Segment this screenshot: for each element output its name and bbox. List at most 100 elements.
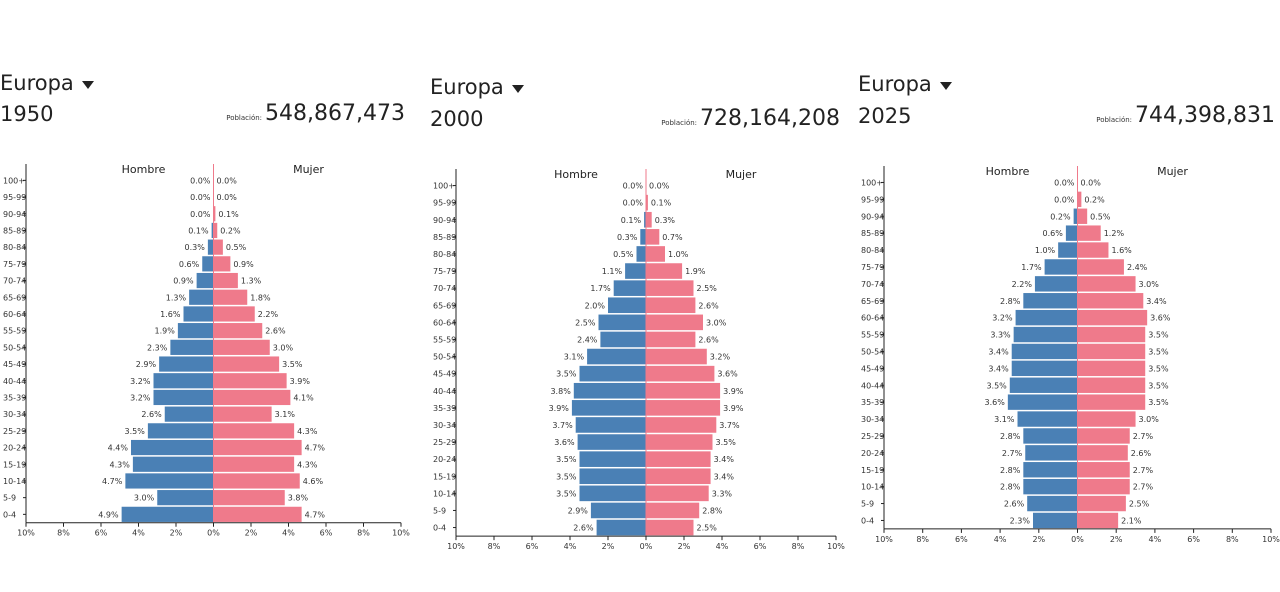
female-bar — [213, 490, 285, 506]
female-value-label: 0.5% — [226, 243, 247, 252]
male-bar — [1015, 309, 1078, 326]
male-value-label: 0.5% — [613, 250, 634, 259]
female-value-label: 3.4% — [1146, 297, 1167, 306]
female-value-label: 4.7% — [305, 444, 326, 453]
male-bar — [207, 239, 214, 255]
age-tick-label: 50-54 — [433, 353, 456, 362]
female-bar — [646, 229, 660, 245]
female-bar — [646, 468, 711, 485]
x-tick-label: 10% — [827, 542, 845, 551]
male-value-label: 0.0% — [190, 210, 211, 219]
x-tick-label: 0% — [207, 529, 220, 538]
male-bar — [598, 314, 646, 331]
x-tick-label: 8% — [488, 542, 501, 551]
female-bar — [213, 456, 295, 472]
age-tick-label: 70-74 — [433, 284, 456, 293]
female-bar — [646, 417, 717, 433]
male-value-label: 3.5% — [125, 427, 146, 436]
age-tick-label: 30-34 — [3, 410, 26, 419]
male-value-label: 2.6% — [141, 410, 162, 419]
age-tick-label: 5-9 — [3, 494, 16, 503]
age-tick-label: 55-59 — [433, 335, 456, 344]
female-value-label: 2.7% — [1133, 466, 1154, 475]
population-label: Población: — [1096, 116, 1133, 124]
male-bar — [640, 229, 646, 245]
male-value-label: 2.5% — [575, 318, 596, 327]
male-value-label: 4.3% — [110, 460, 131, 469]
female-bar — [646, 297, 696, 314]
caret-down-icon[interactable] — [939, 81, 952, 90]
female-bar — [1077, 242, 1109, 258]
male-bar — [579, 451, 646, 467]
male-bar — [596, 519, 646, 536]
region-dropdown[interactable]: Europa — [430, 75, 524, 99]
male-bar — [575, 417, 646, 433]
female-value-label: 0.1% — [651, 199, 672, 208]
female-bar — [646, 502, 700, 519]
female-value-label: 3.5% — [716, 438, 737, 447]
female-value-label: 1.6% — [1111, 246, 1132, 255]
female-value-label: 0.5% — [1090, 212, 1111, 221]
population-value: 744,398,831 — [1135, 103, 1275, 128]
age-tick-label: 75-79 — [3, 260, 26, 269]
female-value-label: 2.6% — [265, 327, 286, 336]
age-tick-label: 25-29 — [433, 438, 456, 447]
female-bar — [646, 211, 652, 228]
male-bar — [608, 297, 646, 314]
male-value-label: 0.2% — [1050, 212, 1071, 221]
male-value-label: 1.7% — [590, 284, 611, 293]
male-bar — [590, 502, 646, 519]
age-tick-label: 15-19 — [433, 472, 456, 481]
male-value-label: 0.0% — [1054, 178, 1075, 187]
male-value-label: 0.6% — [179, 260, 200, 269]
male-value-label: 3.6% — [985, 398, 1006, 407]
caret-down-icon[interactable] — [81, 80, 94, 89]
age-tick-label: 40-44 — [861, 381, 884, 390]
region-dropdown[interactable]: Europa — [0, 71, 94, 95]
male-bar — [202, 256, 214, 272]
region-dropdown[interactable]: Europa — [858, 72, 952, 96]
male-bar — [1025, 445, 1078, 461]
age-tick-label: 85-89 — [433, 233, 456, 242]
female-value-label: 0.9% — [233, 260, 254, 269]
female-bar — [213, 473, 300, 489]
male-bar — [1007, 394, 1078, 410]
male-value-label: 1.7% — [1021, 263, 1042, 272]
male-value-label: 2.6% — [573, 524, 594, 533]
pyramid-panel-1950: Europa 1950 Población: 548,867,473 0-4 5-… — [0, 0, 410, 592]
age-tick-label: 100+ — [3, 176, 25, 185]
female-bar — [646, 263, 683, 279]
age-tick-label: 45-49 — [3, 360, 26, 369]
population-total: Población: 744,398,831 — [1096, 103, 1275, 128]
age-tick-label: 30-34 — [433, 421, 456, 430]
female-value-label: 3.6% — [717, 370, 738, 379]
female-value-label: 4.6% — [303, 477, 324, 486]
male-bar — [1065, 225, 1078, 241]
male-bar — [644, 211, 646, 228]
female-bar — [213, 373, 287, 389]
male-value-label: 4.9% — [98, 510, 119, 519]
male-value-label: 4.4% — [108, 444, 129, 453]
legend-female-label: Mujer — [293, 163, 324, 176]
age-tick-label: 0-4 — [3, 510, 16, 519]
male-value-label: 2.8% — [1000, 483, 1021, 492]
male-value-label: 4.7% — [102, 477, 123, 486]
age-tick-label: 15-19 — [861, 466, 884, 475]
population-value: 548,867,473 — [265, 101, 405, 126]
legend-female-label: Mujer — [1157, 165, 1188, 178]
x-tick-label: 8% — [792, 542, 805, 551]
age-tick-label: 70-74 — [3, 277, 26, 286]
male-value-label: 2.7% — [1002, 449, 1023, 458]
female-bar — [1077, 394, 1146, 410]
male-bar — [1009, 377, 1078, 393]
x-tick-label: 4% — [564, 542, 577, 551]
year-label: 1950 — [0, 102, 54, 126]
age-tick-label: 85-89 — [3, 226, 26, 235]
female-value-label: 2.4% — [1127, 263, 1148, 272]
x-tick-label: 2% — [1110, 535, 1123, 544]
caret-down-icon[interactable] — [511, 84, 524, 93]
age-tick-label: 20-24 — [433, 455, 456, 464]
male-value-label: 3.6% — [554, 438, 575, 447]
age-tick-label: 10-14 — [861, 483, 884, 492]
age-tick-label: 35-39 — [433, 404, 456, 413]
